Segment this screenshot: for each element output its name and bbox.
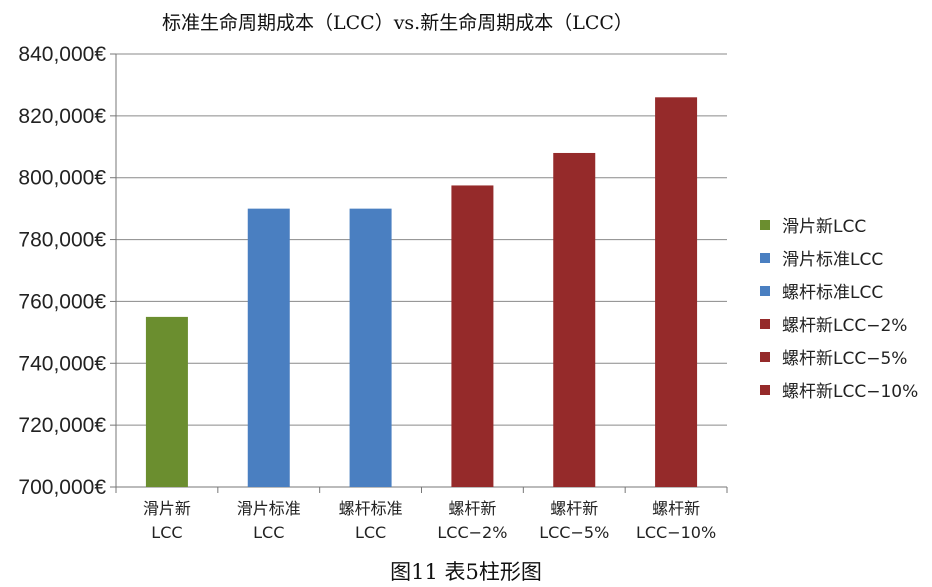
legend-item: 螺杆新LCC−10%	[760, 373, 918, 406]
x-tick-label: 滑片标准 LCC	[237, 499, 301, 542]
legend-item: 螺杆标准LCC	[760, 274, 918, 307]
legend-swatch	[760, 318, 770, 329]
x-tick-label: 螺杆新 LCC−2%	[437, 499, 507, 542]
y-tick-label: 820,000€	[18, 105, 106, 128]
figure-caption: 图11 表5柱形图	[390, 560, 542, 584]
legend-swatch	[760, 219, 770, 230]
legend-swatch	[760, 252, 770, 263]
legend-swatch	[760, 285, 770, 296]
x-tick-label: 螺杆新 LCC−5%	[539, 499, 609, 542]
legend-label: 螺杆标准LCC	[782, 283, 884, 303]
legend-item: 滑片新LCC	[760, 208, 918, 241]
x-tick-labels: 滑片新 LCC 滑片标准 LCC 螺杆标准 LCC 螺杆新 LCC−2% 螺杆新 LCC−5% 螺杆…	[143, 499, 716, 542]
legend-label: 滑片标准LCC	[782, 250, 884, 270]
bar	[247, 208, 290, 487]
bar	[655, 97, 698, 488]
y-tick-label: 720,000€	[18, 414, 106, 437]
y-tick-labels: 700,000€ 720,000€ 740,000€ 760,000€ 780,000€…	[18, 43, 106, 499]
y-tick-label: 740,000€	[18, 352, 106, 375]
chart-title: 标准生命周期成本（LCC）vs.新生命周期成本（LCC）	[162, 12, 633, 34]
y-tick-label: 760,000€	[18, 290, 106, 313]
bar	[349, 208, 392, 487]
legend-label: 螺杆新LCC−2%	[782, 316, 908, 336]
legend-item: 螺杆新LCC−2%	[760, 307, 918, 340]
legend-label: 螺杆新LCC−5%	[782, 349, 908, 369]
x-tick-label: 滑片新 LCC	[143, 499, 191, 542]
bar	[145, 316, 188, 487]
bar	[451, 185, 494, 488]
grid-lines	[116, 53, 727, 426]
axes	[110, 53, 728, 493]
legend-item: 螺杆新LCC−5%	[760, 340, 918, 373]
legend: 滑片新LCC 滑片标准LCC 螺杆标准LCC 螺杆新LCC−2% 螺杆新LCC−5% 螺杆…	[760, 208, 918, 406]
y-tick-label: 800,000€	[18, 167, 106, 190]
y-tick-label: 780,000€	[18, 229, 106, 252]
y-tick-label: 700,000€	[18, 476, 106, 499]
legend-swatch	[760, 384, 770, 395]
legend-swatch	[760, 351, 770, 362]
x-tick-label: 螺杆新 LCC−10%	[636, 499, 716, 542]
legend-label: 滑片新LCC	[782, 217, 867, 237]
x-tick-label: 螺杆标准 LCC	[339, 499, 403, 542]
bar	[553, 152, 596, 487]
bars	[145, 97, 698, 488]
legend-label: 螺杆新LCC−10%	[782, 382, 919, 402]
y-tick-label: 840,000€	[18, 43, 106, 66]
legend-item: 滑片标准LCC	[760, 241, 918, 274]
